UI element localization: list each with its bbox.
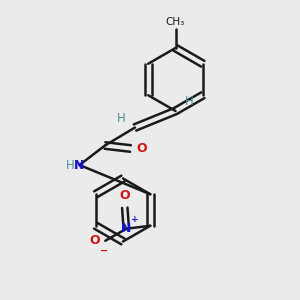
Text: +: + — [131, 215, 139, 224]
Text: CH₃: CH₃ — [166, 17, 185, 27]
Text: H: H — [66, 158, 75, 172]
Text: H: H — [185, 95, 194, 108]
Text: O: O — [136, 142, 146, 155]
Text: O: O — [119, 189, 130, 202]
Text: −: − — [100, 246, 108, 256]
Text: H: H — [117, 112, 125, 124]
Text: N: N — [121, 222, 131, 235]
Text: O: O — [89, 234, 100, 247]
Text: N: N — [74, 158, 85, 172]
